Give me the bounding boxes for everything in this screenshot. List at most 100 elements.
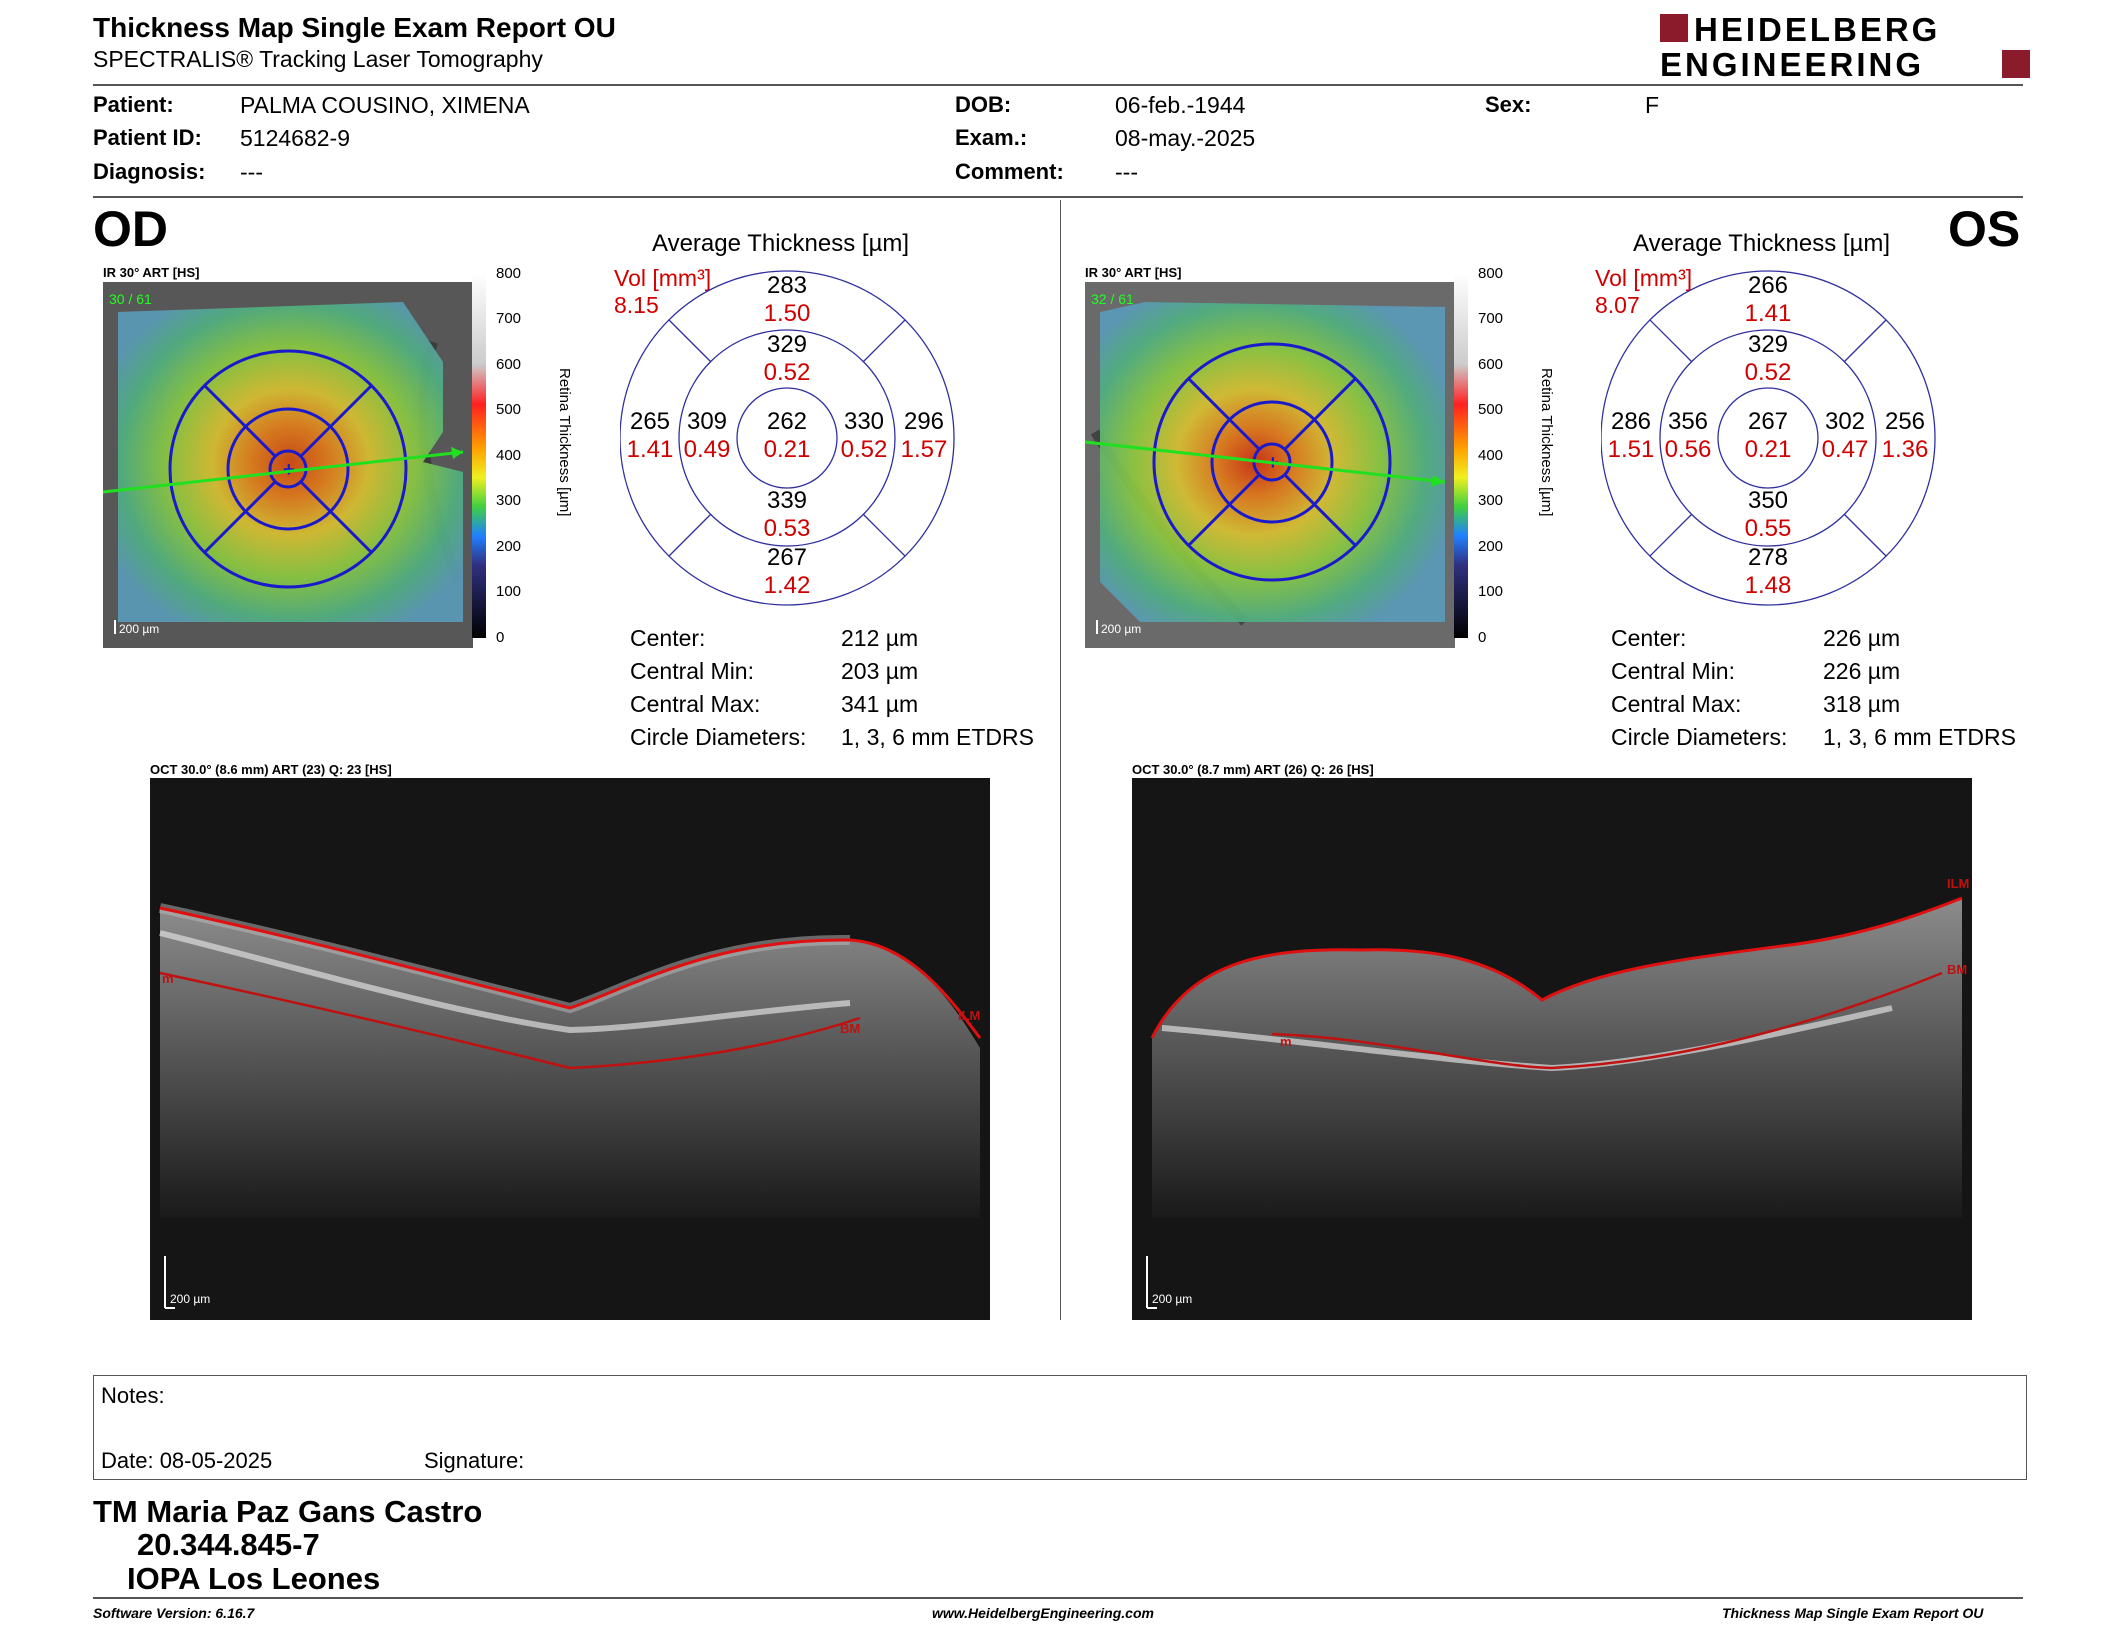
svg-text:200: 200 — [496, 538, 521, 555]
vol-label-od: Vol [mm³] — [614, 265, 712, 291]
od-inner-left-thickness: 309 — [686, 408, 728, 435]
svg-text:200: 200 — [1478, 538, 1503, 555]
ir-caption-os: IR 30° ART [HS] — [1085, 265, 1182, 280]
notes-label: Notes: — [101, 1383, 165, 1408]
svg-text:500: 500 — [496, 401, 521, 418]
svg-text:300: 300 — [496, 492, 521, 509]
od-center-thickness: 262 — [766, 408, 808, 435]
od-max-value: 341 µm — [841, 691, 919, 717]
dob: 06-feb.-1944 — [1115, 92, 1246, 118]
eye-label-od: OD — [93, 201, 168, 257]
os-outer-sup-volume: 1.41 — [1744, 300, 1792, 327]
svg-text:100: 100 — [1478, 583, 1503, 600]
software-version: Software Version: 6.16.7 — [93, 1605, 255, 1621]
os-outer-inf-thickness: 278 — [1747, 544, 1789, 571]
ilm-label-od: ILM — [958, 1008, 980, 1023]
od-outer-left-volume: 1.41 — [626, 436, 674, 463]
svg-text:700: 700 — [496, 310, 521, 327]
od-outer-right-volume: 1.57 — [900, 436, 948, 463]
patient-id-label: Patient ID: — [93, 125, 202, 150]
os-outer-sup-thickness: 266 — [1747, 272, 1789, 299]
oct-scale-od: 200 µm — [170, 1292, 210, 1306]
os-inner-right-thickness: 302 — [1824, 408, 1866, 435]
patient-id: 5124682-9 — [240, 125, 350, 151]
vol-total-os: 8.07 — [1595, 292, 1640, 318]
colorbar-os: 800 700 600 500 400 300 200 100 0 Retina… — [1454, 268, 1555, 646]
od-max-label: Central Max: — [630, 691, 761, 717]
thickness-map-os: 32 / 61 + 200 µm — [1085, 282, 1455, 648]
report-title: Thickness Map Single Exam Report OU — [93, 12, 616, 43]
od-center-label: Center: — [630, 625, 706, 651]
patient-label: Patient: — [93, 92, 174, 117]
od-outer-sup-volume: 1.50 — [763, 300, 811, 327]
os-inner-sup-volume: 0.52 — [1744, 359, 1792, 386]
bm-line-os — [1271, 971, 1943, 1070]
exam-date: 08-may.-2025 — [1115, 125, 1256, 151]
svg-text:0: 0 — [1478, 629, 1486, 646]
etdrs-grid-od — [168, 349, 408, 589]
od-outer-inf-thickness: 267 — [766, 544, 808, 571]
svg-text:100: 100 — [496, 583, 521, 600]
svg-text:400: 400 — [496, 447, 521, 464]
diagnosis-label: Diagnosis: — [93, 159, 206, 184]
os-center-volume: 0.21 — [1744, 436, 1792, 463]
ilm-line-od — [159, 906, 982, 1039]
od-inner-left-volume: 0.49 — [683, 436, 731, 463]
od-outer-inf-volume: 1.42 — [763, 572, 811, 599]
os-center-thickness: 267 — [1747, 408, 1789, 435]
od-min-label: Central Min: — [630, 658, 754, 684]
colorbar-title-od: Retina Thickness [µm] — [556, 368, 573, 516]
os-inner-inf-thickness: 350 — [1747, 487, 1789, 514]
signature-label: Signature: — [424, 1448, 525, 1473]
od-inner-sup-volume: 0.52 — [763, 359, 811, 386]
etdrs-chart-os — [1601, 270, 1936, 606]
os-outer-right-volume: 1.36 — [1881, 436, 1929, 463]
website-link[interactable]: www.HeidelbergEngineering.com — [932, 1605, 1154, 1621]
os-inner-inf-volume: 0.55 — [1744, 515, 1792, 542]
logo-line2: ENGINEERING — [1660, 46, 1924, 82]
od-outer-sup-thickness: 283 — [766, 272, 808, 299]
sex-label: Sex: — [1485, 92, 1532, 117]
od-center-value: 212 µm — [841, 625, 919, 651]
oct-scan-os: ILM BM m 200 µm — [1132, 778, 1972, 1320]
logo-line1: HEIDELBERG — [1694, 12, 1940, 48]
report-subtitle: SPECTRALIS® Tracking Laser Tomography — [93, 46, 543, 72]
colorbar-title-os: Retina Thickness [µm] — [1538, 368, 1555, 516]
os-outer-left-thickness: 286 — [1610, 408, 1652, 435]
bm-label-od: BM — [840, 1021, 860, 1036]
os-outer-left-volume: 1.51 — [1607, 436, 1655, 463]
colorbar-od: 800 700 600 500 400 300 200 100 0 Retina… — [472, 268, 573, 646]
dob-label: DOB: — [955, 92, 1012, 117]
comment-label: Comment: — [955, 159, 1064, 184]
svg-text:500: 500 — [1478, 401, 1503, 418]
od-inner-sup-thickness: 329 — [766, 331, 808, 358]
od-diam-value: 1, 3, 6 mm ETDRS — [841, 724, 1034, 750]
od-inner-inf-volume: 0.53 — [763, 515, 811, 542]
avg-thickness-title-os: Average Thickness [µm] — [1633, 230, 1891, 257]
sex: F — [1645, 92, 1660, 118]
os-outer-right-thickness: 256 — [1884, 408, 1926, 435]
signer-rut: 20.344.845-7 — [137, 1527, 320, 1562]
etdrs-grid-os — [1152, 342, 1392, 582]
frames-od: 30 / 61 — [109, 291, 152, 307]
header-divider — [93, 84, 2023, 86]
ilm-label-os: ILM — [1947, 876, 1969, 891]
os-center-value: 226 µm — [1823, 625, 1901, 651]
ilm-line-os — [1150, 896, 1963, 1039]
patient-divider — [93, 196, 2023, 198]
od-inner-right-thickness: 330 — [843, 408, 885, 435]
os-outer-inf-volume: 1.48 — [1744, 572, 1792, 599]
notes-box[interactable]: Notes: Date: 08-05-2025 Signature: — [93, 1375, 2027, 1480]
m-label-os: m — [1280, 1034, 1292, 1049]
os-max-value: 318 µm — [1823, 691, 1901, 717]
eye-label-os: OS — [1948, 201, 2021, 257]
signer-place: IOPA Los Leones — [127, 1561, 381, 1596]
svg-text:800: 800 — [1478, 268, 1503, 282]
os-inner-sup-thickness: 329 — [1747, 331, 1789, 358]
frames-os: 32 / 61 — [1091, 291, 1134, 307]
oct-scale-os: 200 µm — [1152, 1292, 1192, 1306]
os-inner-left-thickness: 356 — [1667, 408, 1709, 435]
od-inner-right-volume: 0.52 — [840, 436, 888, 463]
od-diam-label: Circle Diameters: — [630, 724, 807, 750]
svg-text:300: 300 — [1478, 492, 1503, 509]
